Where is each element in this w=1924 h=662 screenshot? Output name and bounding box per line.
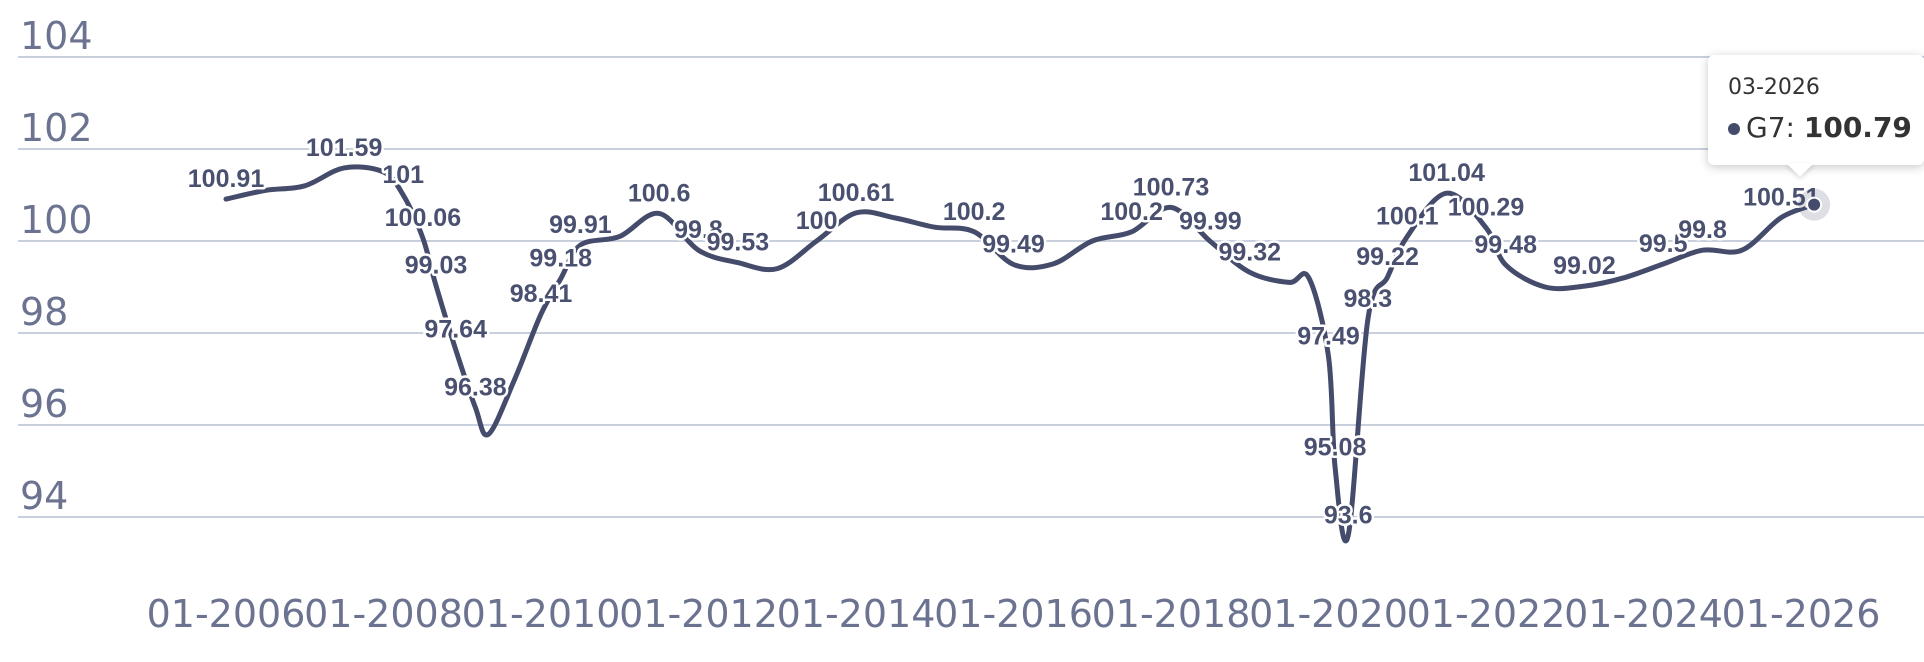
x-tick-label: 01-2010	[462, 592, 621, 636]
x-tick-label: 01-2020	[1249, 592, 1408, 636]
hover-marker	[1798, 188, 1831, 221]
series-dot-icon	[1728, 123, 1740, 135]
x-tick-label: 01-2006	[147, 592, 306, 636]
tooltip-series-name: G7	[1746, 111, 1786, 144]
y-tick-label: 100	[20, 198, 93, 242]
data-label: 97.64	[424, 316, 487, 344]
data-label: 99.8	[1678, 216, 1727, 244]
hover-point[interactable]	[1806, 196, 1823, 213]
data-label: 99.22	[1356, 243, 1419, 271]
data-label: 99.5	[1639, 230, 1688, 258]
series-line-layer	[223, 164, 1817, 544]
data-label: 99.32	[1218, 238, 1281, 266]
data-label: 100.2	[943, 198, 1006, 226]
data-label: 100.61	[818, 179, 895, 207]
x-tick-label: 01-2022	[1407, 592, 1566, 636]
tooltip: 03-2026 G7: 100.79	[1708, 55, 1924, 165]
data-label: 100.06	[385, 204, 461, 232]
data-label: 99.91	[549, 211, 612, 239]
data-label: 100.29	[1448, 194, 1524, 222]
data-label: 96.38	[444, 374, 507, 402]
data-label: 100.1	[1376, 202, 1439, 230]
x-tick-label: 01-2026	[1722, 592, 1881, 636]
data-label: 100.73	[1133, 173, 1209, 201]
y-tick-label: 94	[20, 474, 68, 518]
data-label: 101.59	[306, 134, 382, 162]
data-label: 99.49	[982, 230, 1045, 258]
y-tick-label: 96	[20, 382, 68, 426]
tooltip-date: 03-2026	[1728, 75, 1820, 100]
data-label: 100.6	[628, 179, 691, 207]
data-label: 100.91	[188, 165, 265, 193]
data-label: 99.8	[674, 216, 723, 244]
y-tick-label: 104	[20, 14, 93, 58]
y-tick-label: 98	[20, 290, 68, 334]
data-label: 98.41	[510, 280, 573, 308]
data-label: 98.3	[1344, 285, 1393, 313]
data-label: 99.03	[405, 252, 468, 280]
y-axis-ticks: 94 96 98 100 102 104	[20, 14, 93, 518]
data-label: 99.99	[1179, 207, 1242, 235]
x-tick-label: 01-2014	[777, 592, 936, 636]
x-tick-label: 01-2018	[1092, 592, 1251, 636]
gridlines	[18, 56, 1924, 518]
x-tick-label: 01-2008	[304, 592, 463, 636]
series-line-g7	[223, 164, 1817, 544]
x-axis-ticks: 01-200601-200801-201001-201201-201401-20…	[147, 592, 1881, 636]
data-label: 101.04	[1408, 159, 1485, 187]
data-label: 95.08	[1304, 433, 1367, 461]
x-tick-label: 01-2024	[1564, 592, 1723, 636]
x-tick-label: 01-2016	[934, 592, 1093, 636]
data-label: 101	[382, 161, 424, 189]
data-label: 93.6	[1324, 501, 1373, 529]
tooltip-row: G7: 100.79	[1728, 111, 1912, 144]
x-tick-label: 01-2012	[619, 592, 778, 636]
data-label: 100	[796, 207, 838, 235]
y-tick-label: 102	[20, 106, 93, 150]
data-label: 100.2	[1100, 198, 1163, 226]
tooltip-value: 100.79	[1803, 111, 1912, 144]
data-label: 99.02	[1553, 252, 1616, 280]
data-label: 99.48	[1474, 231, 1537, 259]
data-label: 99.18	[529, 245, 592, 273]
tooltip-pointer	[1786, 163, 1814, 177]
data-label: 97.49	[1297, 322, 1360, 350]
data-label: 99.53	[707, 229, 770, 257]
